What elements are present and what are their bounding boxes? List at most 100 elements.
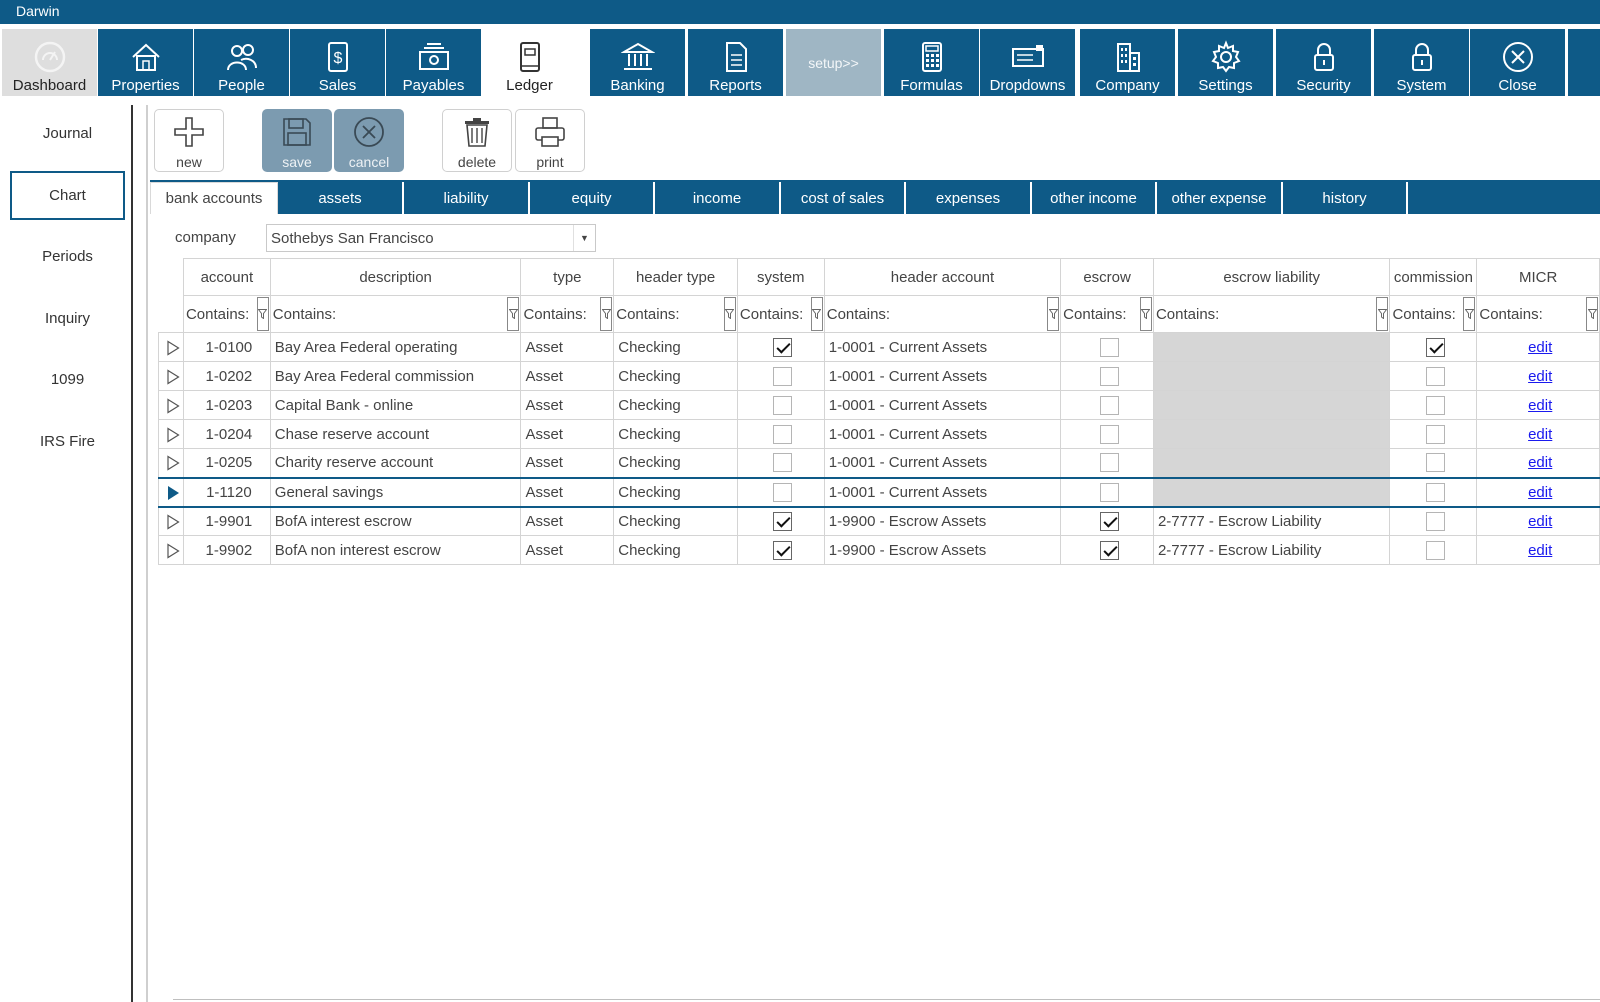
cell-type[interactable]: Asset	[520, 535, 615, 565]
cell-header-type[interactable]: Checking	[613, 506, 738, 536]
filter-cell[interactable]: Contains:	[269, 295, 522, 333]
cell-escrow-liability[interactable]	[1152, 476, 1391, 508]
commission-checkbox[interactable]	[1425, 395, 1445, 415]
column-header-micr[interactable]: MICR	[1476, 258, 1600, 296]
column-header-account[interactable]: account	[182, 258, 271, 296]
sidebar-item-journal[interactable]: Journal	[10, 109, 125, 158]
cell-header-type[interactable]: Checking	[613, 390, 738, 420]
filter-cell[interactable]: Contains:	[520, 295, 615, 333]
nav-dashboard-button[interactable]: Dashboard	[2, 29, 97, 96]
filter-cell[interactable]: Contains:	[1152, 295, 1391, 333]
cell-header-account[interactable]: 1-0001 - Current Assets	[823, 361, 1062, 391]
sidebar-item-1099[interactable]: 1099	[10, 355, 125, 404]
cell-account[interactable]: 1-9901	[182, 506, 271, 536]
nav-reports-button[interactable]: Reports	[688, 29, 783, 96]
row-indicator[interactable]	[158, 506, 184, 536]
nav-people-button[interactable]: People	[194, 29, 289, 96]
cell-description[interactable]: Capital Bank - online	[269, 390, 522, 420]
cell-account[interactable]: 1-9902	[182, 535, 271, 565]
table-row[interactable]: 1-0203 Capital Bank - online Asset Checking…	[158, 390, 1600, 420]
column-header-type[interactable]: type	[520, 258, 615, 296]
nav-banking-button[interactable]: Banking	[590, 29, 685, 96]
tab-other-income[interactable]: other income	[1032, 182, 1157, 214]
cell-header-account[interactable]: 1-0001 - Current Assets	[823, 448, 1062, 478]
cell-account[interactable]: 1-0100	[182, 332, 271, 362]
filter-cell[interactable]: Contains:	[182, 295, 271, 333]
commission-checkbox[interactable]	[1425, 540, 1445, 560]
cell-escrow-liability[interactable]: 2-7777 - Escrow Liability	[1152, 535, 1391, 565]
cell-escrow-liability[interactable]	[1152, 419, 1391, 449]
commission-checkbox[interactable]	[1425, 482, 1445, 502]
escrow-checkbox[interactable]	[1099, 424, 1119, 444]
cell-header-type[interactable]: Checking	[613, 419, 738, 449]
cell-header-account[interactable]: 1-0001 - Current Assets	[823, 390, 1062, 420]
new-button[interactable]: new	[154, 109, 224, 172]
cell-header-account[interactable]: 1-0001 - Current Assets	[823, 419, 1062, 449]
cell-description[interactable]: Charity reserve account	[269, 448, 522, 478]
cell-header-type[interactable]: Checking	[613, 332, 738, 362]
nav-close-button[interactable]: Close	[1470, 29, 1565, 96]
tab-equity[interactable]: equity	[530, 182, 655, 214]
system-checkbox[interactable]	[773, 453, 793, 473]
system-checkbox[interactable]	[773, 337, 793, 357]
escrow-checkbox[interactable]	[1099, 540, 1119, 560]
cell-description[interactable]: Chase reserve account	[269, 419, 522, 449]
nav-security-button[interactable]: Security	[1276, 29, 1371, 96]
delete-button[interactable]: delete	[442, 109, 512, 172]
filter-funnel-icon[interactable]	[1463, 297, 1476, 331]
cell-description[interactable]: BofA non interest escrow	[269, 535, 522, 565]
system-checkbox[interactable]	[773, 424, 793, 444]
cell-type[interactable]: Asset	[520, 448, 615, 478]
cell-type[interactable]: Asset	[520, 476, 615, 508]
cell-escrow-liability[interactable]	[1152, 332, 1391, 362]
cell-type[interactable]: Asset	[520, 361, 615, 391]
row-indicator[interactable]	[158, 448, 184, 478]
nav-sales-button[interactable]: $ Sales	[290, 29, 385, 96]
cell-header-account[interactable]: 1-9900 - Escrow Assets	[823, 535, 1062, 565]
cell-header-type[interactable]: Checking	[613, 448, 738, 478]
micr-edit-link[interactable]: edit	[1528, 367, 1553, 385]
table-row[interactable]: 1-1120 General savings Asset Checking 1-0001…	[158, 476, 1600, 508]
tab-expenses[interactable]: expenses	[906, 182, 1032, 214]
nav-company-button[interactable]: Company	[1080, 29, 1175, 96]
cell-account[interactable]: 1-0202	[182, 361, 271, 391]
row-indicator[interactable]	[158, 535, 184, 565]
commission-checkbox[interactable]	[1425, 453, 1445, 473]
commission-checkbox[interactable]	[1425, 366, 1445, 386]
cell-type[interactable]: Asset	[520, 419, 615, 449]
filter-cell[interactable]: Contains:	[1389, 295, 1478, 333]
sidebar-item-inquiry[interactable]: Inquiry	[10, 294, 125, 343]
filter-funnel-icon[interactable]	[507, 297, 520, 331]
cell-header-type[interactable]: Checking	[613, 535, 738, 565]
row-indicator[interactable]	[158, 419, 184, 449]
micr-edit-link[interactable]: edit	[1528, 512, 1553, 530]
filter-cell[interactable]: Contains:	[823, 295, 1062, 333]
nav-setup-button[interactable]: setup>>	[786, 29, 881, 96]
column-header-header-account[interactable]: header account	[823, 258, 1062, 296]
micr-edit-link[interactable]: edit	[1528, 396, 1553, 414]
nav-ledger-button[interactable]: Ledger	[482, 29, 577, 96]
row-indicator[interactable]	[158, 476, 184, 508]
nav-payables-button[interactable]: Payables	[386, 29, 481, 96]
cell-account[interactable]: 1-0205	[182, 448, 271, 478]
column-header-escrow-liability[interactable]: escrow liability	[1152, 258, 1391, 296]
cell-type[interactable]: Asset	[520, 390, 615, 420]
filter-funnel-icon[interactable]	[810, 297, 823, 331]
system-checkbox[interactable]	[773, 511, 793, 531]
micr-edit-link[interactable]: edit	[1528, 338, 1553, 356]
nav-system-button[interactable]: System	[1374, 29, 1469, 96]
tab-other-expense[interactable]: other expense	[1157, 182, 1283, 214]
filter-cell[interactable]: Contains:	[1476, 295, 1600, 333]
filter-funnel-icon[interactable]	[1139, 297, 1152, 331]
cell-account[interactable]: 1-1120	[182, 476, 271, 508]
filter-cell[interactable]: Contains:	[736, 295, 825, 333]
cell-description[interactable]: Bay Area Federal commission	[269, 361, 522, 391]
escrow-checkbox[interactable]	[1099, 366, 1119, 386]
cell-type[interactable]: Asset	[520, 506, 615, 536]
table-row[interactable]: 1-0202 Bay Area Federal commission Asset Ch…	[158, 361, 1600, 391]
cell-escrow-liability[interactable]	[1152, 390, 1391, 420]
escrow-checkbox[interactable]	[1099, 511, 1119, 531]
row-indicator[interactable]	[158, 390, 184, 420]
filter-funnel-icon[interactable]	[600, 297, 613, 331]
save-button[interactable]: save	[262, 109, 332, 172]
